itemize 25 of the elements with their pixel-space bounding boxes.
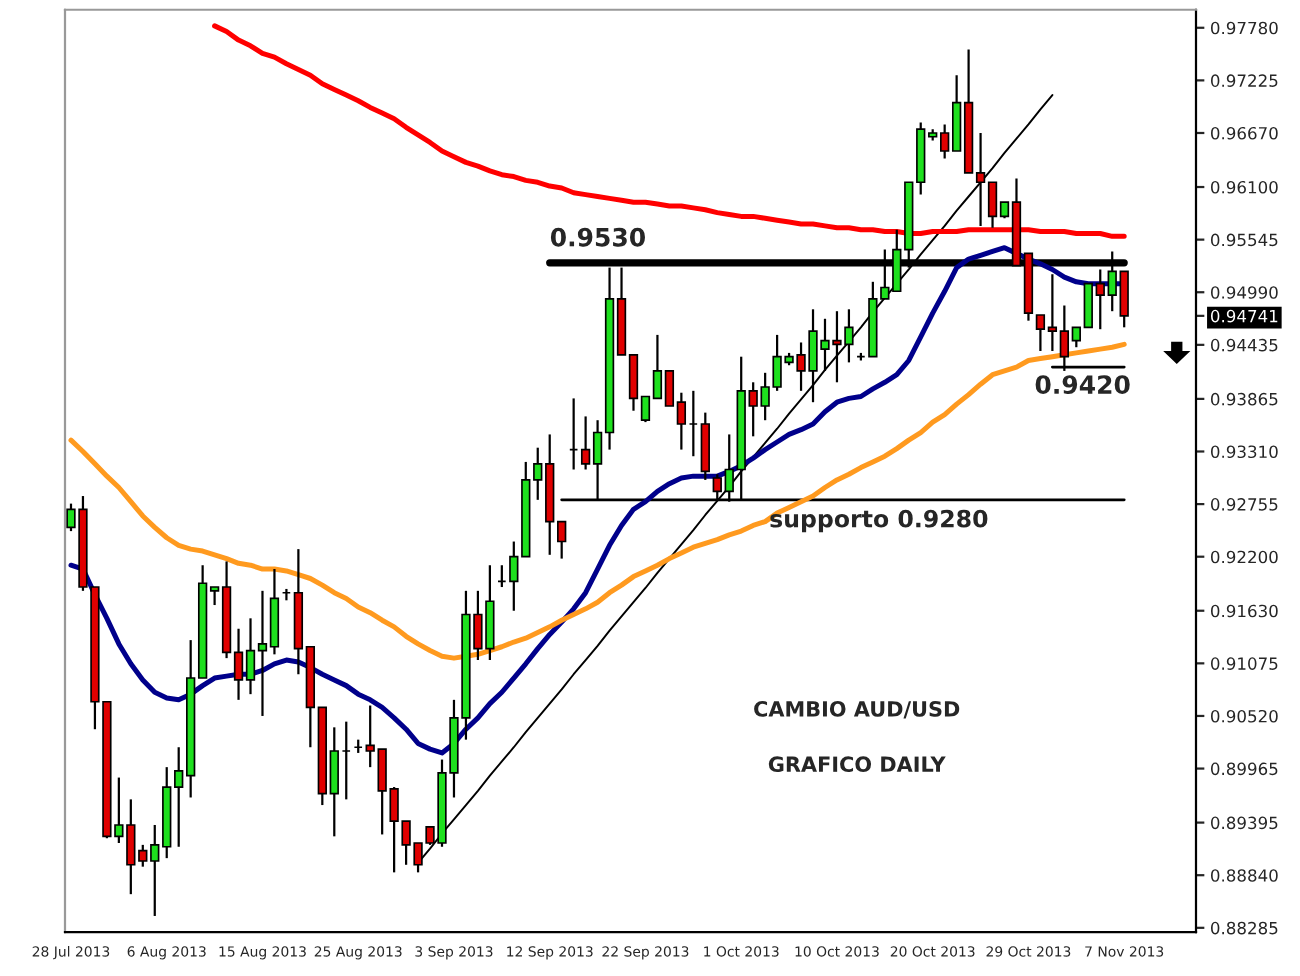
series-label: supporto 0.9280 [770,509,988,533]
y-tick-label: 0.94990 [1210,286,1278,299]
y-tick-label: 0.89965 [1210,762,1278,776]
annotation: CAMBIO AUD/USD [754,701,960,719]
y-tick-label: 0.93865 [1210,392,1278,406]
y-tick-label: 0.93310 [1210,445,1278,459]
candlestick [700,411,710,482]
y-tick-label: 0.90520 [1210,709,1278,723]
series-label: 0.9530 [550,227,645,247]
y-tick-label: 0.92200 [1210,550,1278,564]
y-tick-label: 0.96100 [1210,180,1278,194]
y-tick-label: 0.94741 [1210,309,1278,323]
y-tick-label: 0.88285 [1210,921,1278,935]
series-label: 0.9420 [1035,375,1130,395]
y-tick-label: 0.94435 [1210,338,1278,352]
y-tick-label: 0.91075 [1210,657,1278,670]
y-tick-label: 0.95545 [1210,233,1278,247]
y-tick-label: 0.92755 [1210,498,1278,511]
y-tick-label: 0.89395 [1210,816,1278,830]
y-tick-label: 0.91630 [1210,604,1278,618]
annotation: GRAFICO DAILY [768,756,946,773]
y-tick-label: 0.97780 [1210,21,1278,35]
y-tick-label: 0.96670 [1210,126,1278,140]
y-tick-label: 0.88840 [1210,869,1278,882]
y-tick-label: 0.97225 [1210,74,1278,87]
